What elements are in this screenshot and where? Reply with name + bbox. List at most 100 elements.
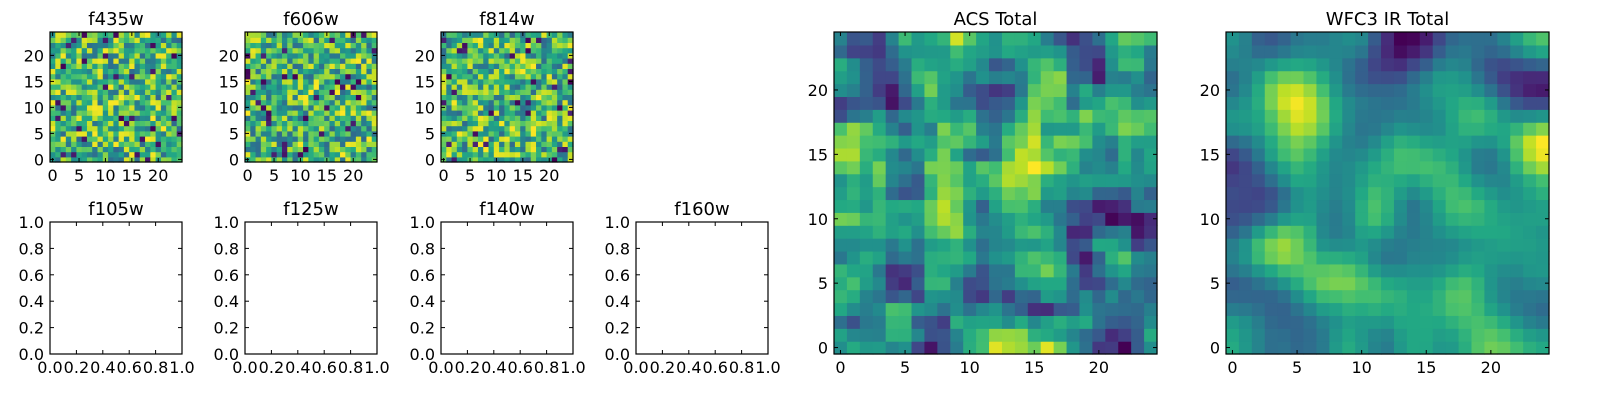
x-tick-label: 0.6	[507, 358, 532, 377]
heatmap-cell	[562, 94, 569, 101]
heatmap-cell	[340, 52, 346, 59]
heatmap-cell	[1419, 212, 1434, 226]
heatmap-cell	[97, 52, 104, 59]
heatmap-cell	[477, 89, 484, 95]
heatmap-cell	[872, 70, 887, 85]
heatmap-cell	[155, 37, 162, 43]
heatmap-cell	[1381, 199, 1395, 213]
heatmap-cell	[551, 32, 558, 38]
heatmap-cell	[924, 341, 938, 355]
heatmap-cell	[134, 37, 141, 43]
y-tick-label: 10	[219, 98, 239, 117]
x-tick-label: 0.4	[481, 358, 506, 377]
heatmap-cell	[313, 94, 320, 101]
heatmap-cell	[160, 89, 167, 95]
heatmap-cell	[324, 120, 331, 127]
heatmap-cell	[350, 42, 357, 49]
heatmap-cell	[441, 120, 447, 127]
heatmap-cell	[292, 37, 299, 43]
heatmap-cell	[1131, 70, 1145, 85]
heatmap-cell	[1092, 135, 1106, 149]
heatmap-cell	[145, 84, 151, 90]
heatmap-cell	[1303, 289, 1318, 304]
heatmap-cell	[50, 94, 56, 101]
heatmap-cell	[260, 120, 267, 127]
heatmap-cell	[350, 47, 357, 54]
heatmap-cell	[911, 173, 926, 188]
heatmap-cell	[950, 186, 964, 201]
heatmap-cell	[1381, 44, 1395, 59]
heatmap-cell	[872, 302, 887, 316]
heatmap-cell	[1510, 250, 1524, 265]
heatmap-cell	[329, 89, 336, 95]
heatmap-cell	[55, 42, 62, 49]
heatmap-cell	[1523, 96, 1537, 110]
heatmap-cell	[1406, 250, 1421, 265]
heatmap-cell	[520, 99, 527, 106]
heatmap-cell	[911, 276, 926, 291]
heatmap-cell	[81, 99, 88, 106]
heatmap-cell	[260, 104, 267, 111]
x-tick-label: 1.0	[364, 358, 389, 377]
heatmap-cell	[76, 110, 83, 116]
heatmap-cell	[525, 141, 532, 147]
y-tick-label: 0.8	[19, 239, 44, 258]
heatmap-cell	[456, 125, 463, 132]
heatmap-cell	[441, 115, 447, 121]
heatmap-cell	[371, 42, 378, 49]
heatmap-cell	[520, 58, 527, 64]
heatmap-cell	[525, 115, 532, 121]
heatmap-cell	[150, 120, 157, 127]
heatmap-cell	[1316, 135, 1330, 149]
heatmap-cell	[1393, 186, 1408, 201]
heatmap-cell	[60, 58, 67, 64]
heatmap-cell	[97, 47, 104, 54]
heatmap-cell	[308, 125, 315, 132]
heatmap-cell	[361, 63, 368, 69]
heatmap-cell	[271, 37, 278, 43]
heatmap-cell	[297, 146, 304, 153]
heatmap-cell	[97, 146, 104, 153]
heatmap-cell	[456, 52, 463, 59]
heatmap-cell	[504, 68, 511, 75]
heatmap-cell	[260, 110, 267, 116]
heatmap-cell	[557, 78, 564, 85]
heatmap-cell	[329, 141, 336, 147]
heatmap-cell	[1290, 225, 1305, 239]
heatmap-cell	[334, 104, 341, 111]
y-tick-label: 0	[425, 150, 435, 169]
heatmap-cell	[950, 199, 964, 213]
heatmap-cell	[166, 146, 173, 153]
heatmap-cell	[446, 32, 453, 38]
heatmap-cell	[287, 151, 294, 158]
heatmap-cell	[160, 115, 167, 121]
heatmap-cell	[255, 156, 262, 163]
heatmap-cell	[467, 115, 474, 121]
heatmap-cell	[1445, 173, 1460, 188]
heatmap-cell	[1510, 70, 1524, 85]
heatmap-cell	[1316, 44, 1330, 59]
heatmap-cell	[477, 58, 484, 64]
heatmap-cell	[97, 73, 104, 80]
heatmap-cell	[509, 94, 516, 101]
heatmap-cell	[1523, 32, 1537, 46]
heatmap-cell	[250, 151, 257, 158]
heatmap-cell	[334, 52, 341, 59]
heatmap-cell	[472, 136, 479, 142]
heatmap-cell	[255, 120, 262, 127]
heatmap-cell	[989, 32, 1003, 46]
heatmap-cell	[504, 151, 511, 158]
heatmap-cell	[911, 109, 926, 123]
heatmap-cell	[350, 73, 357, 80]
heatmap-cell	[1040, 135, 1055, 149]
heatmap-cell	[60, 136, 67, 142]
heatmap-cell	[276, 58, 283, 64]
heatmap-cell	[171, 63, 178, 69]
heatmap-cell	[451, 52, 458, 59]
heatmap-cell	[55, 130, 62, 137]
heatmap-cell	[155, 104, 162, 111]
heatmap-cell	[113, 136, 120, 142]
heatmap-cell	[108, 78, 114, 85]
heatmap-cell	[1066, 225, 1081, 239]
